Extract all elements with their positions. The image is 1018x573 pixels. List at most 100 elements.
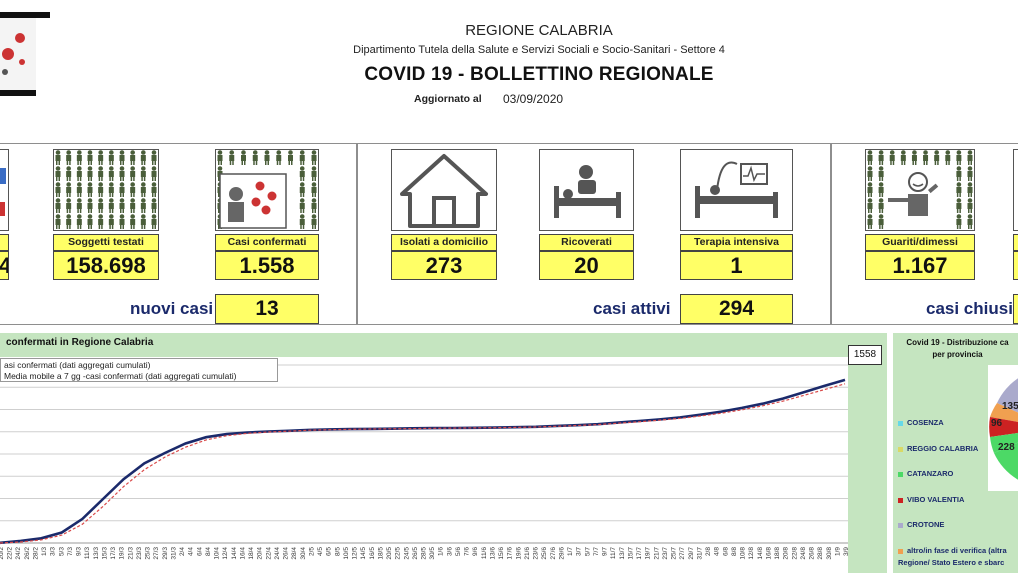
x-tick-label: 31/7 xyxy=(696,547,703,560)
x-tick-label: 3/9 xyxy=(843,547,848,556)
x-tick-label: 29/3 xyxy=(162,547,169,560)
x-tick-label: 22/2 xyxy=(7,547,14,560)
intensive-care-icon xyxy=(680,149,793,231)
x-tick-label: 5/3 xyxy=(58,547,65,556)
x-tick-label: 26/4 xyxy=(283,547,290,560)
x-tick-label: 23/7 xyxy=(662,547,669,560)
x-tick-label: 20/2 xyxy=(0,547,5,560)
x-tick-label: 10/8 xyxy=(740,547,747,560)
ricoverati-label: Ricoverati xyxy=(539,234,634,251)
series-confirmed-line xyxy=(0,378,846,545)
x-tick-label: 11/6 xyxy=(481,547,488,560)
x-tick-label: 21/3 xyxy=(127,547,134,560)
legend-crotone: CROTONE xyxy=(898,520,944,529)
terapia-value: 1 xyxy=(680,251,793,280)
legend-catanzaro: CATANZARO xyxy=(898,469,953,478)
x-tick-label: 3/6 xyxy=(446,547,453,556)
pie-slice-label-catanzaro: 228 xyxy=(998,442,1015,453)
x-tick-label: 30/4 xyxy=(300,547,307,560)
hospital-bed-icon xyxy=(539,149,634,231)
x-tick-label: 17/6 xyxy=(507,547,514,560)
x-tick-label: 18/8 xyxy=(774,547,781,560)
partial-tile-right xyxy=(1013,149,1018,231)
region-title: REGIONE CALABRIA xyxy=(465,22,613,39)
x-tick-label: 8/4 xyxy=(205,547,212,556)
x-tick-label: 13/7 xyxy=(619,547,626,560)
testati-value: 158.698 xyxy=(53,251,159,280)
closed-cases-section xyxy=(831,143,1018,325)
x-tick-label: 12/4 xyxy=(222,547,229,560)
active-cases-section xyxy=(357,143,831,325)
x-tick-label: 16/5 xyxy=(369,547,376,560)
x-tick-label: 7/3 xyxy=(67,547,74,556)
casi-attivi-value: 294 xyxy=(680,294,793,324)
x-tick-label: 17/3 xyxy=(110,547,117,560)
x-tick-label: 15/3 xyxy=(101,547,108,560)
x-tick-label: 24/2 xyxy=(15,547,22,560)
virus-person-icon xyxy=(215,149,319,231)
guariti-label: Guariti/dimessi xyxy=(865,234,975,251)
x-tick-label: 29/6 xyxy=(558,547,565,560)
x-tick-label: 7/6 xyxy=(464,547,471,556)
pie-title: Covid 19 - Distribuzione ca per provinci… xyxy=(897,337,1018,361)
x-tick-label: 27/7 xyxy=(679,547,686,560)
x-tick-label: 23/3 xyxy=(136,547,143,560)
casi-attivi-label: casi attivi xyxy=(593,299,671,318)
updated-label: Aggiornato al xyxy=(414,93,482,105)
x-tick-label: 21/6 xyxy=(524,547,531,560)
department-subtitle: Dipartimento Tutela della Salute e Servi… xyxy=(353,44,725,56)
x-tick-label: 16/4 xyxy=(239,547,246,560)
legend-reggio-calabria: REGGIO CALABRIA xyxy=(898,444,978,453)
x-tick-label: 27/3 xyxy=(153,547,160,560)
x-tick-label: 1/6 xyxy=(438,547,445,556)
partial-tile xyxy=(0,149,9,231)
chart-legend: asi confermati (dati aggregati cumulati)… xyxy=(0,358,278,382)
legend-item-confirmed: asi confermati (dati aggregati cumulati) xyxy=(4,360,151,370)
recovered-person-icon xyxy=(865,149,975,231)
x-tick-label: 12/8 xyxy=(748,547,755,560)
pie-slice-label-crotone: 135 xyxy=(1002,401,1018,412)
x-tick-label: 25/7 xyxy=(671,547,678,560)
x-tick-label: 1/3 xyxy=(41,547,48,556)
x-tick-label: 9/6 xyxy=(472,547,479,556)
x-tick-label: 9/7 xyxy=(602,547,609,556)
legend-item-moving-average: Media mobile a 7 gg -casi confermati (da… xyxy=(4,371,237,381)
casi-chiusi-value xyxy=(1013,294,1018,324)
x-tick-label: 17/7 xyxy=(636,547,643,560)
isolati-label: Isolati a domicilio xyxy=(391,234,497,251)
x-tick-label: 22/8 xyxy=(791,547,798,560)
x-tick-label: 1/9 xyxy=(834,547,841,556)
x-tick-label: 13/3 xyxy=(93,547,100,560)
x-tick-label: 31/3 xyxy=(170,547,177,560)
x-tick-label: 12/5 xyxy=(352,547,359,560)
x-tick-label: 4/8 xyxy=(714,547,721,556)
confermati-value: 1.558 xyxy=(215,251,319,280)
x-tick-label: 6/8 xyxy=(722,547,729,556)
x-tick-label: 11/7 xyxy=(610,547,617,560)
x-tick-label: 7/7 xyxy=(593,547,600,556)
casi-chiusi-label: casi chiusi xyxy=(926,299,1013,318)
bulletin-title: COVID 19 - BOLLETTINO REGIONALE xyxy=(364,64,714,85)
x-tick-label: 11/3 xyxy=(84,547,91,560)
x-tick-label: 26/8 xyxy=(809,547,816,560)
x-tick-label: 24/4 xyxy=(274,547,281,560)
x-tick-label: 28/2 xyxy=(32,547,39,560)
x-tick-label: 25/3 xyxy=(145,547,152,560)
x-tick-label: 2/5 xyxy=(308,547,315,556)
x-tick-label: 3/3 xyxy=(50,547,57,556)
x-tick-label: 22/5 xyxy=(395,547,402,560)
nuovi-casi-label: nuovi casi xyxy=(130,299,214,318)
pie-chart: 135 96 228 xyxy=(988,365,1018,491)
ricoverati-value: 20 xyxy=(539,251,634,280)
x-tick-label: 20/5 xyxy=(386,547,393,560)
virus-logo-icon xyxy=(0,12,50,96)
x-tick-label: 22/4 xyxy=(265,547,272,560)
x-tick-label: 24/5 xyxy=(403,547,410,560)
x-tick-label: 10/4 xyxy=(214,547,221,560)
guariti-value: 1.167 xyxy=(865,251,975,280)
x-tick-label: 25/6 xyxy=(541,547,548,560)
people-grid-icon xyxy=(53,149,159,231)
x-tick-label: 30/5 xyxy=(429,547,436,560)
x-tick-label: 10/5 xyxy=(343,547,350,560)
x-tick-label: 6/4 xyxy=(196,547,203,556)
